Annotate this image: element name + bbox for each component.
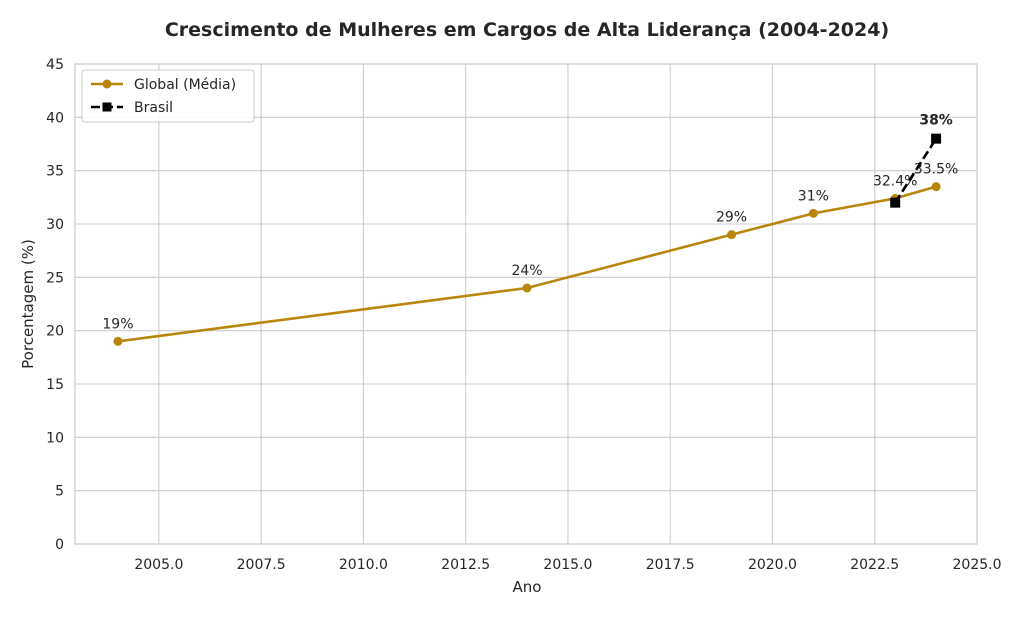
chart-title: Crescimento de Mulheres em Cargos de Alt… <box>165 19 889 41</box>
y-axis-label: Porcentagem (%) <box>19 239 37 369</box>
x-tick-label: 2017.5 <box>646 557 695 573</box>
data-point <box>522 283 532 293</box>
data-point <box>890 197 901 208</box>
legend-global-marker <box>102 79 112 89</box>
y-tick-label: 15 <box>46 377 64 393</box>
x-tick-label: 2005.0 <box>134 557 183 573</box>
y-tick-label: 45 <box>46 57 64 73</box>
legend-brasil-marker <box>102 102 112 112</box>
plot-frame <box>74 63 978 545</box>
data-label: 24% <box>511 263 542 279</box>
y-tick-label: 10 <box>46 430 64 446</box>
legend-global-label: Global (Média) <box>134 77 236 93</box>
data-label: 29% <box>716 210 747 226</box>
data-point <box>931 182 941 192</box>
series-layer: 19% 24% 29% 31% 32.4%33.5% 38% <box>102 113 958 346</box>
y-tick-label: 5 <box>55 484 64 500</box>
data-label: 31% <box>798 188 829 204</box>
y-tick-label: 25 <box>46 270 64 286</box>
data-label: 19% <box>102 316 133 332</box>
x-tick-label: 2020.0 <box>748 557 797 573</box>
data-point <box>113 336 123 346</box>
x-tick-label: 2010.0 <box>339 557 388 573</box>
x-tick-label: 2025.0 <box>953 557 1002 573</box>
legend: Global (Média) Brasil <box>81 69 255 123</box>
legend-box <box>81 69 255 123</box>
data-label: 38% <box>919 113 953 129</box>
x-tick-label: 2007.5 <box>237 557 286 573</box>
data-point <box>808 208 818 218</box>
grid <box>75 63 978 545</box>
x-axis: 2005.0 2007.5 2010.0 2012.5 2015.0 2017.5 2020… <box>134 557 1001 573</box>
data-point <box>931 133 942 144</box>
legend-brasil-label: Brasil <box>134 100 173 116</box>
data-label: 32.4% <box>873 173 917 189</box>
x-tick-label: 2012.5 <box>441 557 490 573</box>
x-tick-label: 2015.0 <box>543 557 592 573</box>
y-tick-label: 35 <box>46 164 64 180</box>
x-axis-label: Ano <box>513 578 542 596</box>
y-axis: 0 5 10 15 20 25 30 35 40 45 <box>46 57 64 553</box>
y-tick-label: 20 <box>46 324 64 340</box>
y-tick-label: 0 <box>55 537 64 553</box>
x-tick-label: 2022.5 <box>850 557 899 573</box>
data-label: 33.5% <box>914 162 958 178</box>
series-line-global <box>117 185 937 343</box>
y-tick-label: 40 <box>46 110 64 126</box>
y-tick-label: 30 <box>46 217 64 233</box>
data-point <box>727 230 737 240</box>
